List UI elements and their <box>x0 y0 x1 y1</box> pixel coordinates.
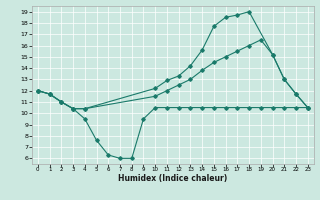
X-axis label: Humidex (Indice chaleur): Humidex (Indice chaleur) <box>118 174 228 183</box>
